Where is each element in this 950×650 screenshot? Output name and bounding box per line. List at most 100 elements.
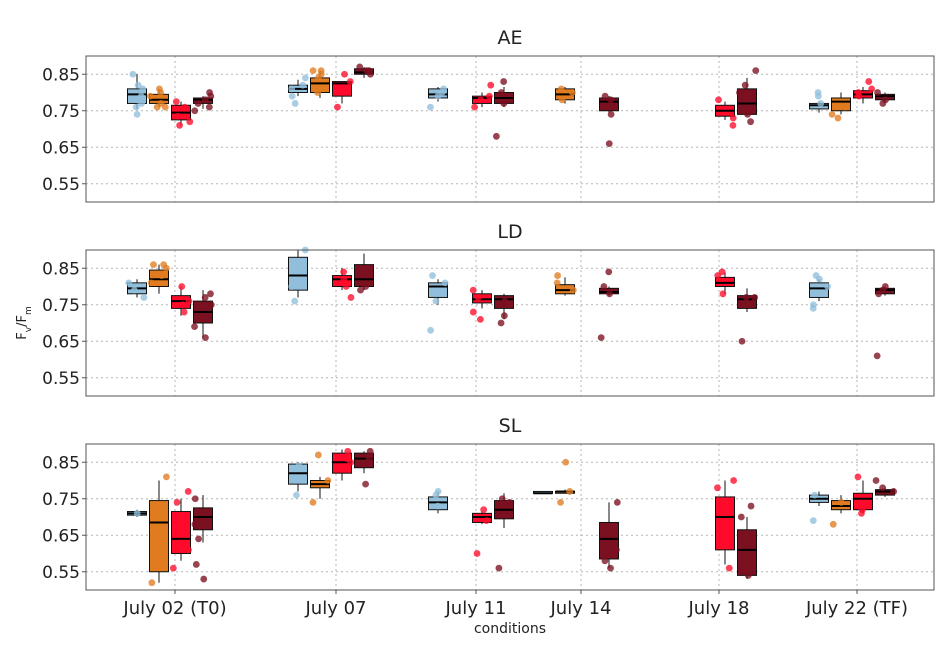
point-ae-july-18-red [715, 96, 722, 104]
x-tick-label: July 22 (TF) [805, 598, 908, 619]
point-ld-july-07-dark-red [365, 264, 373, 272]
point-ae-july-02-t0-dark-red [191, 107, 199, 115]
point-ae-july-11-light-blue [438, 89, 446, 96]
point-sl-july-11-red [473, 550, 481, 557]
point-ae-july-14-dark-red [605, 140, 613, 148]
y-tick-label: 0.85 [42, 65, 80, 85]
point-sl-july-02-t0-dark-red [191, 520, 199, 528]
panel-title-ae: AE [497, 27, 522, 49]
point-sl-july-11-light-blue [434, 488, 442, 495]
point-sl-july-14-orange [562, 458, 570, 466]
point-ae-july-07-light-blue [299, 81, 307, 89]
y-tick-label: 0.65 [42, 332, 80, 352]
point-ld-july-18-dark-red [742, 294, 750, 301]
y-tick-label: 0.85 [42, 259, 80, 279]
point-ae-july-22-tf-light-blue [814, 92, 822, 100]
point-ae-july-02-t0-light-blue [134, 81, 142, 89]
point-sl-july-18-dark-red [738, 568, 746, 576]
point-ld-july-11-dark-red [500, 312, 508, 320]
point-sl-july-07-light-blue [295, 462, 303, 470]
panel-sl: 0.55 0.65 0.75 0.85 SL [42, 415, 935, 591]
point-ld-july-07-light-blue [291, 297, 299, 305]
point-sl-july-11-dark-red [498, 495, 506, 503]
point-ae-july-02-t0-red [181, 103, 189, 111]
point-sl-july-02-t0-orange [159, 524, 167, 532]
point-ae-july-02-t0-dark-red [194, 100, 202, 107]
y-tick-label: 0.75 [42, 490, 80, 510]
y-tick-label: 0.65 [42, 138, 80, 158]
point-sl-july-07-dark-red [366, 447, 374, 455]
y-axis-label: Fv/Fm [15, 306, 34, 339]
point-sl-july-11-red [480, 506, 488, 514]
point-ae-july-07-dark-red [356, 63, 364, 71]
point-ld-july-02-t0-light-blue [140, 294, 148, 301]
point-ld-july-11-red [469, 308, 477, 316]
point-ld-july-02-t0-light-blue [125, 279, 133, 287]
y-tick-label: 0.55 [42, 563, 80, 583]
point-sl-july-02-t0-dark-red [200, 575, 208, 583]
point-sl-july-02-t0-red [169, 564, 177, 572]
point-ae-july-18-dark-red [741, 81, 749, 89]
panel-title-sl: SL [499, 415, 522, 437]
point-ld-july-07-red [342, 283, 350, 290]
point-ae-july-02-t0-red [172, 98, 180, 106]
point-ae-july-18-red [729, 114, 737, 122]
point-ld-july-02-t0-dark-red [201, 294, 209, 301]
panel-title-ld: LD [497, 221, 522, 243]
point-ae-july-22-tf-orange [841, 103, 849, 111]
point-ae-july-07-light-blue [288, 85, 296, 93]
point-sl-july-02-t0-dark-red [192, 561, 200, 568]
point-ld-july-22-tf-light-blue [810, 301, 817, 309]
point-sl-july-22-tf-dark-red [890, 488, 898, 495]
point-ae-july-18-dark-red [744, 111, 751, 118]
point-ae-july-22-tf-orange [828, 111, 836, 118]
point-ae-july-11-light-blue [427, 103, 434, 111]
point-ld-july-07-dark-red [362, 283, 370, 290]
box-body [127, 88, 147, 104]
point-ld-july-11-red [469, 286, 477, 294]
point-ld-july-14-dark-red [606, 290, 613, 298]
point-sl-july-18-dark-red [744, 572, 752, 579]
point-sl-july-02-t0-orange [148, 579, 156, 587]
point-ae-july-18-dark-red [747, 118, 754, 126]
point-ae-july-07-orange [314, 89, 322, 96]
point-ae-july-02-t0-red [186, 118, 194, 126]
point-ld-july-02-t0-red [178, 283, 186, 290]
point-ld-july-02-t0-red [185, 297, 193, 305]
point-ae-july-02-t0-orange [161, 103, 169, 111]
point-ae-july-02-t0-orange [146, 92, 154, 100]
point-sl-july-14-dark-red [601, 557, 609, 565]
box-ae-july-07-orange [310, 70, 330, 98]
point-ld-july-07-light-blue [288, 283, 296, 290]
point-sl-july-22-tf-orange [829, 520, 837, 528]
point-ae-july-14-dark-red [601, 92, 609, 100]
y-tick-label: 0.55 [42, 175, 80, 195]
point-ld-july-11-red [474, 294, 482, 301]
point-sl-july-14-orange [566, 488, 574, 495]
point-sl-july-11-dark-red [506, 499, 513, 506]
point-sl-july-11-dark-red [495, 564, 503, 572]
point-sl-july-02-t0-red [184, 488, 192, 495]
point-ld-july-14-orange [569, 286, 577, 294]
point-sl-july-18-red [714, 484, 721, 492]
point-ae-july-02-t0-orange [153, 103, 161, 111]
point-ae-july-18-dark-red [752, 67, 760, 74]
point-sl-july-14-dark-red [612, 546, 620, 554]
point-sl-july-22-tf-dark-red [879, 484, 887, 492]
point-ae-july-14-dark-red [607, 96, 615, 104]
point-ae-july-07-light-blue [288, 92, 296, 100]
point-sl-july-22-tf-dark-red [872, 477, 880, 484]
x-tick-label: July 07 [305, 598, 367, 619]
axes-frame [85, 443, 935, 591]
box-sl-july-22-tf-light-blue [809, 491, 829, 507]
x-tick-label: July 18 [688, 598, 750, 619]
point-ld-july-22-tf-dark-red [873, 352, 881, 360]
point-sl-july-02-t0-red [173, 499, 181, 506]
box-ae-july-18-dark-red [737, 77, 757, 117]
point-ae-july-02-t0-red [176, 121, 184, 129]
point-sl-july-07-red [347, 458, 355, 466]
point-ae-july-18-dark-red [736, 89, 743, 96]
point-ae-july-11-red [471, 103, 478, 111]
point-ld-july-02-t0-red [180, 308, 188, 316]
point-sl-july-07-light-blue [293, 491, 300, 499]
